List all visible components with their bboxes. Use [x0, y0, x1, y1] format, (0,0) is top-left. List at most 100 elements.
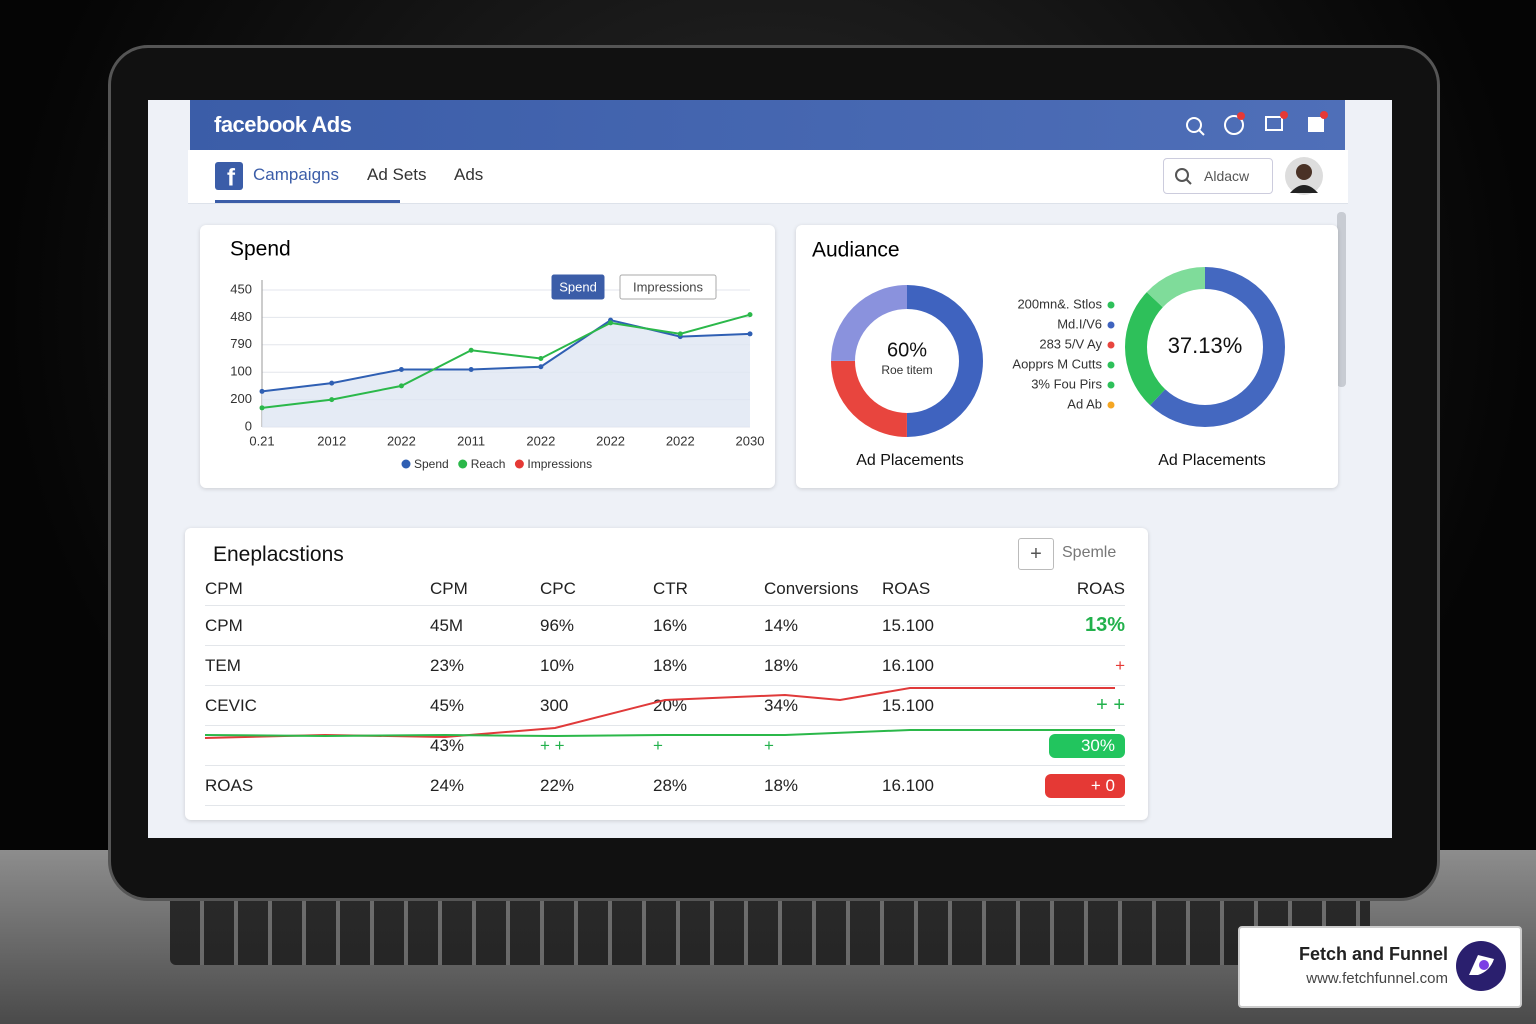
table-cell: 28%: [653, 765, 764, 806]
column-header: CTR: [653, 573, 764, 606]
x-tick-label: 2022: [666, 433, 695, 448]
table-cell: + +: [1022, 685, 1125, 726]
legend-label: 283 5/V Ay: [1039, 336, 1102, 351]
series-line: [261, 319, 751, 393]
table-row: 43% + + + +30%: [205, 725, 1125, 766]
x-tick-label: 0.21: [249, 433, 274, 448]
cell-text: 45M: [430, 615, 464, 635]
legend-label: Md.I/V6: [1057, 316, 1102, 331]
table-cell: 15.100: [882, 605, 1022, 646]
point: [677, 331, 683, 337]
cell-text: 18%: [764, 655, 799, 675]
cell-text: 15.100: [882, 615, 934, 635]
legend-swatch: [1107, 321, 1115, 329]
cell-text: +: [653, 735, 663, 755]
scrollbar[interactable]: [1337, 212, 1346, 387]
add-button[interactable]: +: [1018, 538, 1054, 570]
column-header: ROAS: [882, 573, 1022, 606]
cell-text: 30%: [1049, 733, 1125, 758]
toggle-label[interactable]: Spend: [559, 279, 597, 294]
nav-tab[interactable]: Campaigns: [253, 165, 339, 184]
legend-label: 3% Fou Pirs: [1031, 376, 1102, 391]
donut-center-value: 37.13%: [1168, 333, 1243, 358]
toggle-button[interactable]: [551, 274, 605, 300]
cell-text: 45%: [430, 695, 465, 715]
legend-label: Ad Ab: [1067, 396, 1102, 411]
y-tick-label: 100: [230, 364, 252, 379]
x-tick-label: 2022: [387, 433, 416, 448]
toggle-label[interactable]: Impressions: [633, 279, 704, 294]
donut-segment: [831, 285, 983, 437]
table-row: TEM 23% 10% 18% 18% 16.100 +: [205, 645, 1125, 686]
point: [398, 383, 404, 389]
point: [259, 388, 265, 394]
search-icon: [1175, 168, 1192, 185]
nav-tab[interactable]: Ad Sets: [367, 165, 427, 184]
svg-text:f: f: [227, 164, 236, 190]
nav-tab[interactable]: Ads: [454, 165, 484, 184]
table-cell: +: [764, 725, 882, 766]
nav-bar: [188, 150, 1348, 204]
table-cell: 43%: [430, 725, 540, 766]
point: [329, 380, 335, 386]
legend-swatch: [514, 459, 524, 469]
cell-text: 16.100: [882, 775, 934, 795]
table-cell: [205, 725, 430, 766]
brand-url: www.fetchfunnel.com: [1306, 970, 1448, 987]
cell-text: 23%: [430, 655, 465, 675]
brand: facebook Ads: [214, 112, 352, 137]
top-bar: [190, 100, 1345, 150]
table-cell: +: [1022, 645, 1125, 686]
header-row: CPM CPM CPC CTR Conversions ROAS ROAS: [205, 573, 1125, 606]
active-tab-underline: [215, 200, 400, 203]
table-cell: CPM: [205, 605, 430, 646]
table-cell: +: [653, 725, 764, 766]
cell-text: 20%: [653, 695, 688, 715]
donut-center-label: Roe titem: [881, 363, 932, 377]
cell-text: +: [764, 735, 774, 755]
avatar[interactable]: [1285, 157, 1323, 195]
audience-chart: Audiance 60% Roe titem Ad Placements 37.13%…: [812, 239, 1285, 469]
metrics-table: CPM CPM CPC CTR Conversions ROAS ROAS CPM 45M 96…: [205, 573, 1125, 806]
point: [538, 364, 544, 370]
cell-text: 10%: [540, 655, 575, 675]
series-line: [261, 313, 751, 409]
legend-label: Aopprs M Cutts: [1012, 356, 1102, 371]
cell-text: 13%: [1084, 614, 1125, 636]
header-icons[interactable]: [1180, 110, 1340, 142]
table-cell: 15.100: [882, 685, 1022, 726]
cell-text: 22%: [540, 775, 575, 795]
add-button-label[interactable]: Spemle: [1062, 544, 1117, 561]
y-tick-label: 480: [230, 309, 252, 324]
donut-caption: Ad Placements: [1158, 452, 1266, 469]
toggle-button[interactable]: [619, 274, 717, 300]
legend-swatch: [1107, 341, 1115, 349]
table-cell: 16.100: [882, 765, 1022, 806]
cell-text: TEM: [205, 655, 241, 675]
cell-text: 16%: [653, 615, 688, 635]
point: [468, 347, 474, 353]
table-cell: 24%: [430, 765, 540, 806]
area: [262, 320, 750, 427]
donut-segment: [1125, 267, 1285, 427]
spend-chart: Spend 0 200 100 790 480 450 0.21 2012 2022 2011 20…: [230, 238, 764, 472]
x-tick-label: 2022: [596, 433, 625, 448]
legend-label: Spend: [414, 457, 449, 471]
table-cell: 30%: [1022, 725, 1125, 766]
table-card: Eneplacstions + Spemle CPM CPM CPC CTR Conve…: [185, 528, 1148, 820]
point: [747, 331, 753, 337]
point: [329, 397, 335, 403]
donut-caption: Ad Placements: [856, 452, 964, 469]
donut-center-value: 60%: [887, 339, 927, 361]
table-cell: 18%: [764, 645, 882, 686]
legend-swatch: [1107, 361, 1115, 369]
donut-segment: [1125, 267, 1285, 427]
table-cell: 34%: [764, 685, 882, 726]
search-box[interactable]: Aldacw: [1163, 158, 1273, 194]
cell-text: CPM: [205, 615, 243, 635]
table-cell: 14%: [764, 605, 882, 646]
column-header: CPM: [430, 573, 540, 606]
legend-swatch: [1107, 401, 1115, 409]
table-row: ROAS 24% 22% 28% 18% 16.100 + 0: [205, 765, 1125, 806]
